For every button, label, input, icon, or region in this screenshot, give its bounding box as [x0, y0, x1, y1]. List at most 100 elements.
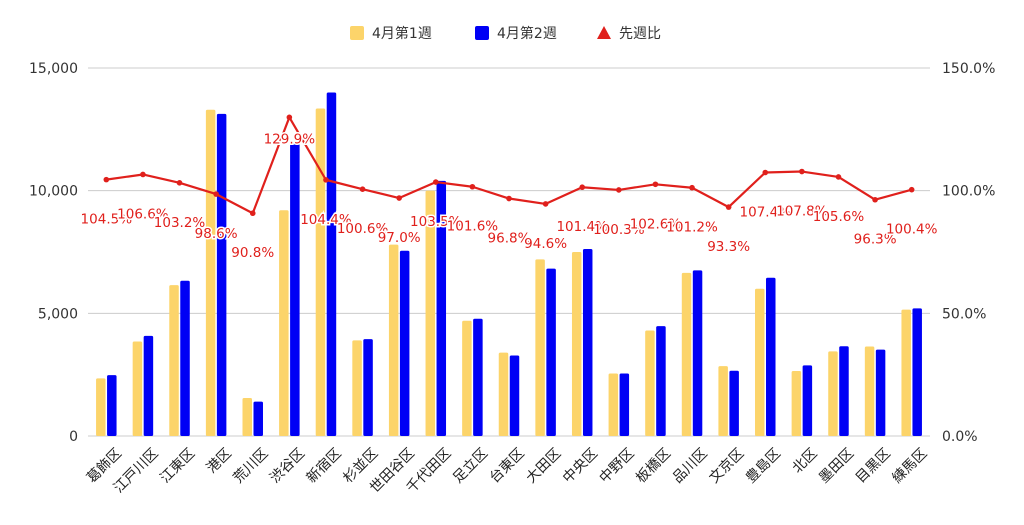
bar-week2	[582, 249, 593, 436]
y-left-tick-label: 0	[69, 429, 78, 445]
y-right-tick-label: 50.0%	[942, 306, 986, 322]
ratio-data-label: 104.4%	[300, 212, 352, 228]
y-right-tick-label: 150.0%	[942, 61, 995, 77]
bar-week1	[279, 210, 289, 436]
legend-swatch	[597, 26, 611, 39]
x-tick-label: 練馬区	[889, 445, 930, 486]
bar-week2	[766, 277, 776, 436]
ratio-point	[323, 177, 329, 183]
bar-week2	[802, 365, 813, 436]
y-left-tick-label: 15,000	[29, 61, 78, 77]
legend-label: 先週比	[619, 26, 661, 42]
x-tick-label: 中央区	[560, 445, 601, 486]
ratio-data-label: 96.3%	[854, 232, 897, 248]
bar-week2	[546, 268, 556, 436]
bar-week2	[839, 346, 849, 436]
bar-week2	[619, 373, 630, 436]
bar-week1	[315, 108, 326, 436]
bar-week1	[645, 330, 655, 436]
ratio-point	[616, 187, 622, 193]
bar-week1	[791, 370, 802, 436]
x-tick-label: 品川区	[670, 445, 711, 486]
ratio-point	[908, 186, 915, 193]
legend-label: 4月第1週	[372, 25, 432, 42]
bar-week2	[692, 270, 703, 436]
bar-week2	[326, 92, 337, 437]
bar-week2	[216, 113, 227, 437]
bar-week1	[462, 320, 472, 436]
legend[interactable]: 4月第1週 4月第2週 先週比	[350, 25, 661, 42]
bar-week2	[399, 250, 410, 436]
bar-week2	[180, 280, 190, 436]
bar-week1	[96, 378, 106, 436]
ratio-point	[396, 195, 402, 201]
x-tick-label: 墨田区	[816, 445, 857, 486]
ratio-point	[140, 171, 146, 178]
bar-week2	[656, 326, 666, 436]
y-right-tick-label: 0.0%	[942, 429, 978, 445]
ratio-data-label: 100.6%	[337, 221, 389, 237]
ratio-point	[725, 204, 732, 210]
ratio-point	[213, 191, 219, 197]
ratio-point	[469, 183, 476, 190]
ratio-data-label: 101.6%	[447, 219, 499, 235]
x-tick-label: 豊島区	[743, 445, 784, 486]
x-tick-label: 文京区	[706, 445, 747, 486]
bar-week1	[864, 346, 875, 436]
ratio-data-label: 101.2%	[666, 220, 718, 236]
bar-week1	[352, 340, 362, 436]
ratio-data-label: 93.3%	[707, 239, 750, 255]
legend-label: 4月第2週	[497, 25, 557, 42]
ratio-data-label: 104.5%	[81, 212, 133, 228]
ratio-data-label: 107.4%	[740, 205, 792, 221]
ratio-data-label: 105.6%	[813, 209, 865, 225]
x-tick-label: 港区	[204, 445, 235, 476]
ratio-data-label: 94.6%	[524, 236, 567, 252]
x-tick-label: 荒川区	[230, 445, 271, 486]
ratio-point	[689, 184, 695, 191]
ratio-point	[249, 210, 256, 217]
ratio-point	[286, 114, 293, 121]
y-right-tick-label: 100.0%	[942, 184, 995, 200]
bar-week1	[608, 373, 619, 436]
ratio-data-label: 101.4%	[556, 219, 608, 235]
bar-week1	[205, 109, 216, 436]
ratio-point	[506, 195, 512, 202]
bar-week1	[718, 366, 728, 436]
bar-week1	[498, 352, 509, 436]
x-tick-label: 渋谷区	[267, 445, 308, 486]
x-tick-label: 板橋区	[633, 445, 674, 486]
x-tick-label: 江東区	[157, 445, 198, 486]
ratio-line	[103, 114, 915, 217]
x-tick-label: 台東区	[487, 445, 528, 486]
ratio-data-label: 100.4%	[886, 222, 938, 238]
ratio-data-label: 98.6%	[195, 226, 238, 242]
bars	[96, 92, 922, 437]
bar-week1	[571, 252, 582, 436]
ratio-data-label: 103.2%	[154, 215, 206, 231]
bar-week1	[535, 259, 545, 436]
bar-week1	[132, 341, 143, 436]
bar-week2	[912, 308, 922, 436]
x-tick-label: 大田区	[523, 445, 564, 486]
ratio-point	[762, 169, 769, 176]
ratio-data-label: 102.6%	[630, 216, 682, 232]
ratio-data-label: 90.8%	[231, 245, 274, 261]
data-labels: 104.5%106.6%103.2%98.6% 90.8% 129.9% 104.4%…	[79, 130, 939, 263]
x-tick-label: 新宿区	[303, 445, 345, 487]
bar-week2	[253, 401, 263, 436]
bar-week2	[473, 318, 483, 436]
x-tick-label: 北区	[790, 445, 821, 476]
bar-week1	[425, 190, 436, 436]
bar-week2	[363, 339, 373, 436]
ratio-point	[799, 168, 805, 175]
ratio-data-label: 96.8%	[488, 231, 531, 247]
bar-week1	[169, 285, 179, 436]
x-tick-label: 目黒区	[853, 445, 894, 486]
ratio-point	[542, 201, 549, 207]
bar-week1	[828, 351, 838, 436]
ratio-point	[432, 179, 439, 185]
bar-week2	[107, 375, 117, 436]
ratio-point	[652, 181, 659, 188]
ratio-point	[359, 186, 366, 192]
